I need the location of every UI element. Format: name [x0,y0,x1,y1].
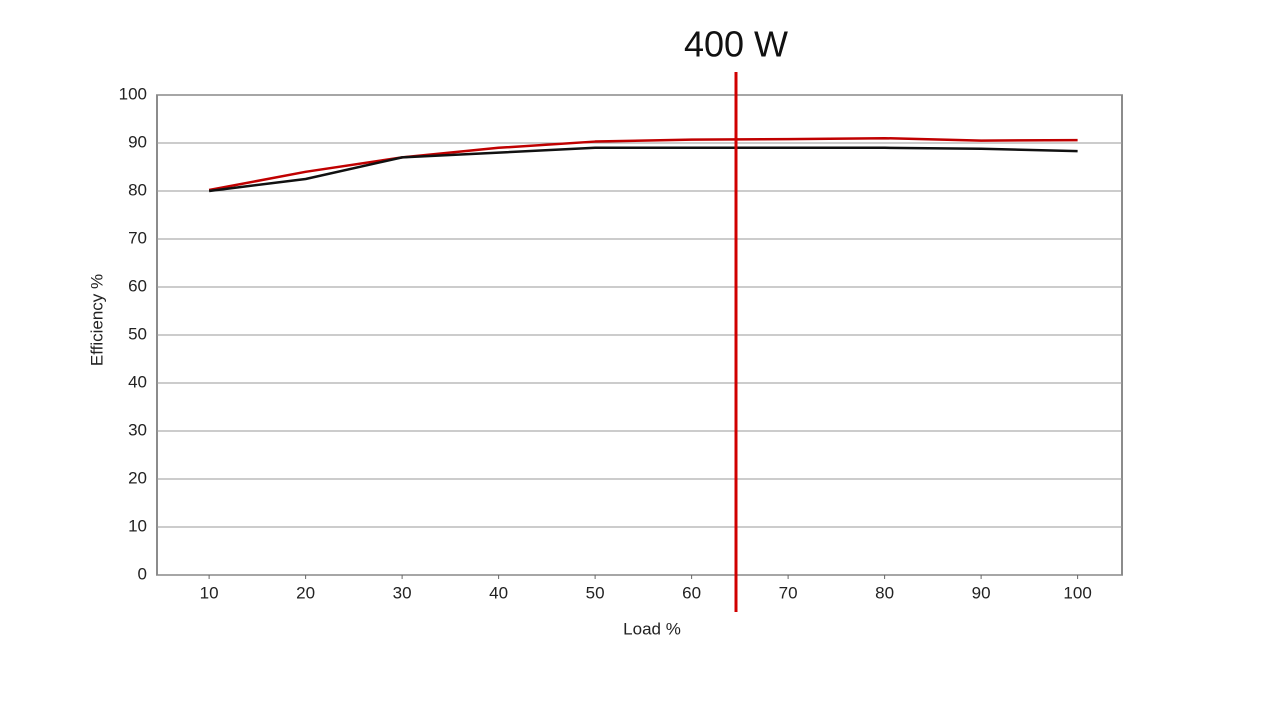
x-tick-label: 60 [682,583,701,602]
x-tick-label: 90 [972,583,991,602]
x-tick-label: 80 [875,583,894,602]
y-tick-label: 0 [138,564,147,583]
y-tick-label: 70 [128,228,147,247]
y-tick-label: 20 [128,468,147,487]
data-line [208,146,1078,193]
x-tick-label: 50 [586,583,605,602]
y-tick-label: 30 [128,420,147,439]
y-tick-label: 80 [128,180,147,199]
y-tick-label: 10 [128,516,147,535]
y-tick-label: 90 [128,132,147,151]
x-tick-label: 20 [296,583,315,602]
data-line [208,136,1078,192]
x-tick-label: 40 [489,583,508,602]
x-axis-label: Load % [623,619,681,638]
y-tick-label: 100 [119,84,147,103]
x-tick-label: 10 [200,583,219,602]
y-tick-label: 40 [128,372,147,391]
y-axis-label: Efficiency % [87,274,106,366]
x-tick-label: 70 [779,583,798,602]
y-tick-label: 60 [128,276,147,295]
y-tick-label: 50 [128,324,147,343]
marker-label: 400 W [684,24,788,65]
x-tick-label: 100 [1063,583,1091,602]
x-tick-label: 30 [393,583,412,602]
